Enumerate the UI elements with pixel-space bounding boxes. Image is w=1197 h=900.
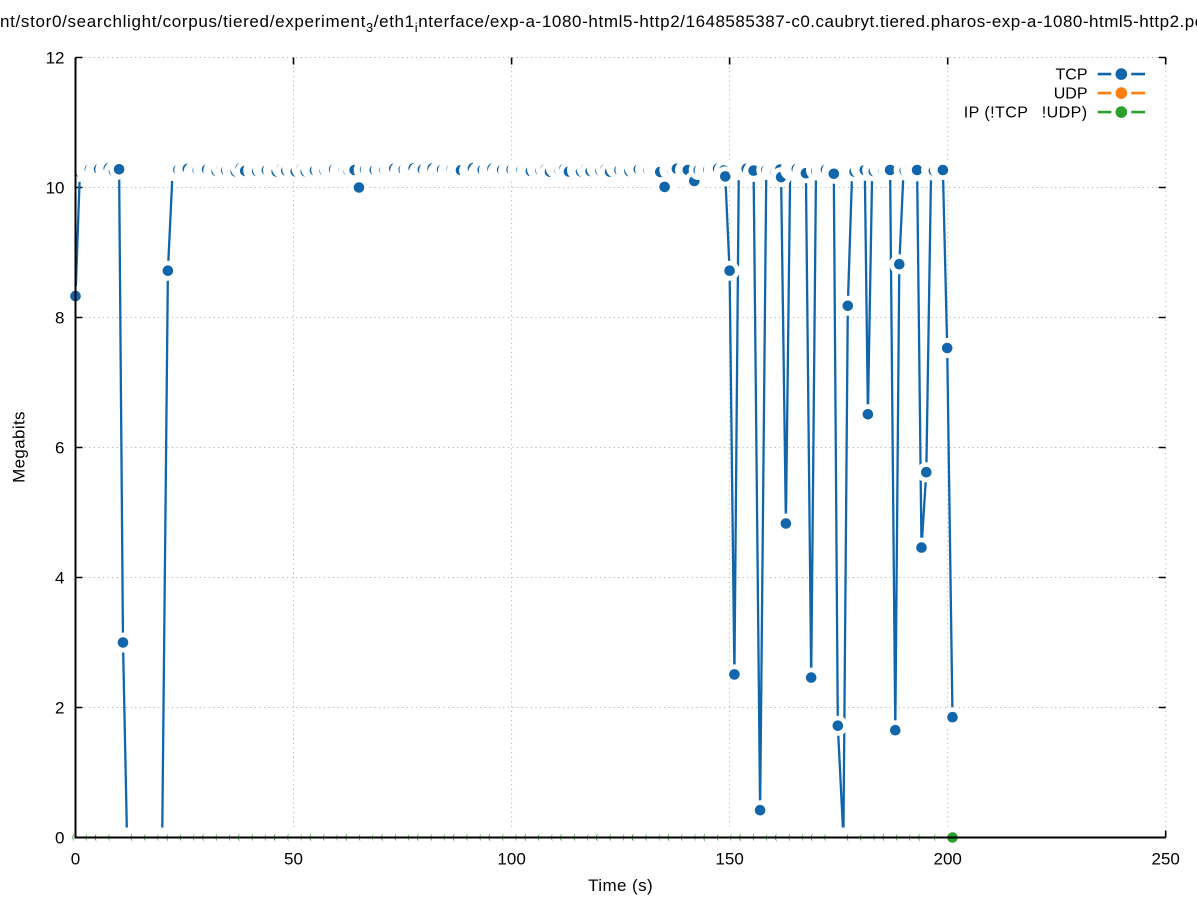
svg-text:TCP: TCP — [1056, 67, 1088, 84]
svg-text:8: 8 — [55, 309, 64, 328]
svg-text:/mnt/stor0/searchlight/corpus/: /mnt/stor0/searchlight/corpus/tiered/exp… — [0, 12, 1197, 35]
svg-text:250: 250 — [1152, 850, 1180, 869]
svg-text:0: 0 — [55, 829, 64, 848]
svg-text:IP (!TCP !UDP): IP (!TCP !UDP) — [964, 105, 1088, 122]
svg-text:UDP: UDP — [1054, 86, 1088, 103]
svg-text:0: 0 — [71, 850, 80, 869]
svg-text:50: 50 — [284, 850, 303, 869]
svg-text:200: 200 — [934, 850, 962, 869]
svg-text:150: 150 — [715, 850, 743, 869]
svg-text:Megabits: Megabits — [10, 411, 29, 483]
svg-text:100: 100 — [497, 850, 525, 869]
svg-text:Time (s): Time (s) — [588, 876, 653, 895]
svg-text:4: 4 — [55, 569, 64, 588]
svg-text:2: 2 — [55, 699, 64, 718]
svg-text:10: 10 — [46, 179, 65, 198]
svg-text:12: 12 — [46, 49, 65, 68]
svg-text:6: 6 — [55, 439, 64, 458]
